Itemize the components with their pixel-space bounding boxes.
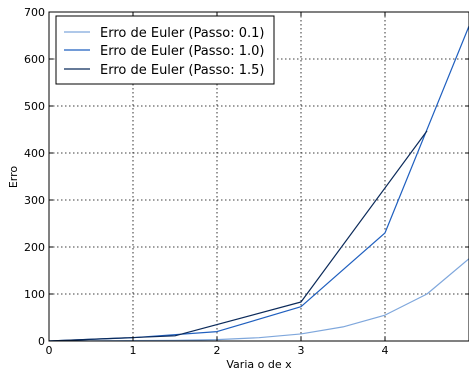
y-axis-label: Erro — [7, 166, 20, 189]
y-tick-label: 200 — [24, 241, 45, 254]
legend-entry: Erro de Euler (Passo: 1.0) — [64, 44, 264, 59]
x-tick-label: 1 — [130, 344, 137, 357]
x-tick-label: 4 — [382, 344, 389, 357]
y-tick-label: 0 — [38, 335, 45, 348]
plot-frame — [48, 11, 469, 342]
legend-label: Erro de Euler (Passo: 1.0) — [100, 44, 264, 59]
legend-label: Erro de Euler (Passo: 1.5) — [100, 63, 264, 78]
y-tick-label: 500 — [24, 100, 45, 113]
x-tick-label: 2 — [214, 344, 221, 357]
x-axis-label: Varia o de x — [226, 358, 292, 371]
x-tick-label: 0 — [46, 344, 53, 357]
legend: Erro de Euler (Passo: 0.1) Erro de Euler… — [55, 15, 275, 85]
y-axis-ticks: 0 100 200 300 400 500 600 700 — [24, 6, 469, 348]
y-tick-label: 300 — [24, 194, 45, 207]
y-tick-label: 600 — [24, 53, 45, 66]
y-tick-label: 700 — [24, 6, 45, 19]
x-tick-label: 3 — [298, 344, 305, 357]
y-tick-label: 400 — [24, 147, 45, 160]
y-tick-label: 100 — [24, 288, 45, 301]
legend-entry: Erro de Euler (Passo: 1.5) — [64, 63, 264, 78]
legend-box — [55, 15, 275, 85]
grid — [49, 12, 469, 341]
legend-label: Erro de Euler (Passo: 0.1) — [100, 26, 264, 41]
series-line-3 — [49, 130, 428, 341]
legend-entry: Erro de Euler (Passo: 0.1) — [64, 26, 264, 41]
x-axis-ticks: 0 1 2 3 4 — [46, 12, 389, 357]
